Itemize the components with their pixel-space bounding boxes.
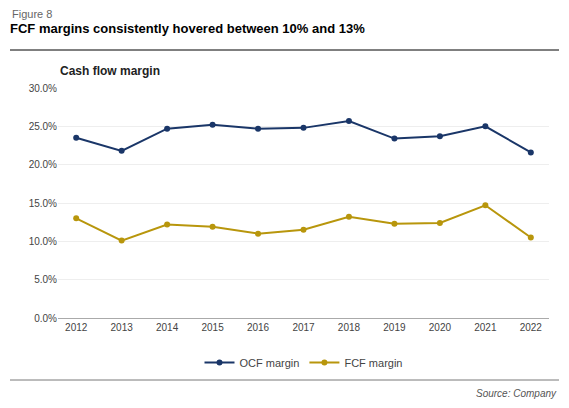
svg-text:15.0%: 15.0%	[29, 198, 57, 209]
svg-text:25.0%: 25.0%	[29, 121, 57, 132]
svg-text:FCF margin: FCF margin	[344, 357, 402, 369]
svg-text:0.0%: 0.0%	[34, 313, 57, 324]
svg-text:30.0%: 30.0%	[29, 83, 57, 94]
svg-text:2016: 2016	[247, 322, 270, 333]
svg-text:20.0%: 20.0%	[29, 159, 57, 170]
svg-text:Cash flow margin: Cash flow margin	[60, 64, 160, 78]
svg-text:2015: 2015	[201, 322, 224, 333]
svg-text:2021: 2021	[474, 322, 497, 333]
svg-text:2018: 2018	[338, 322, 361, 333]
svg-text:Figure 8: Figure 8	[12, 8, 52, 20]
svg-text:2013: 2013	[111, 322, 134, 333]
svg-text:OCF margin: OCF margin	[240, 357, 300, 369]
svg-text:10.0%: 10.0%	[29, 236, 57, 247]
svg-text:2019: 2019	[383, 322, 406, 333]
svg-text:Source: Company: Source: Company	[476, 388, 557, 399]
svg-text:FCF margins consistently hover: FCF margins consistently hovered between…	[10, 21, 365, 36]
svg-text:2014: 2014	[156, 322, 179, 333]
svg-text:2017: 2017	[292, 322, 315, 333]
svg-text:2020: 2020	[429, 322, 452, 333]
svg-text:2012: 2012	[65, 322, 88, 333]
svg-text:5.0%: 5.0%	[34, 274, 57, 285]
svg-text:2022: 2022	[520, 322, 543, 333]
